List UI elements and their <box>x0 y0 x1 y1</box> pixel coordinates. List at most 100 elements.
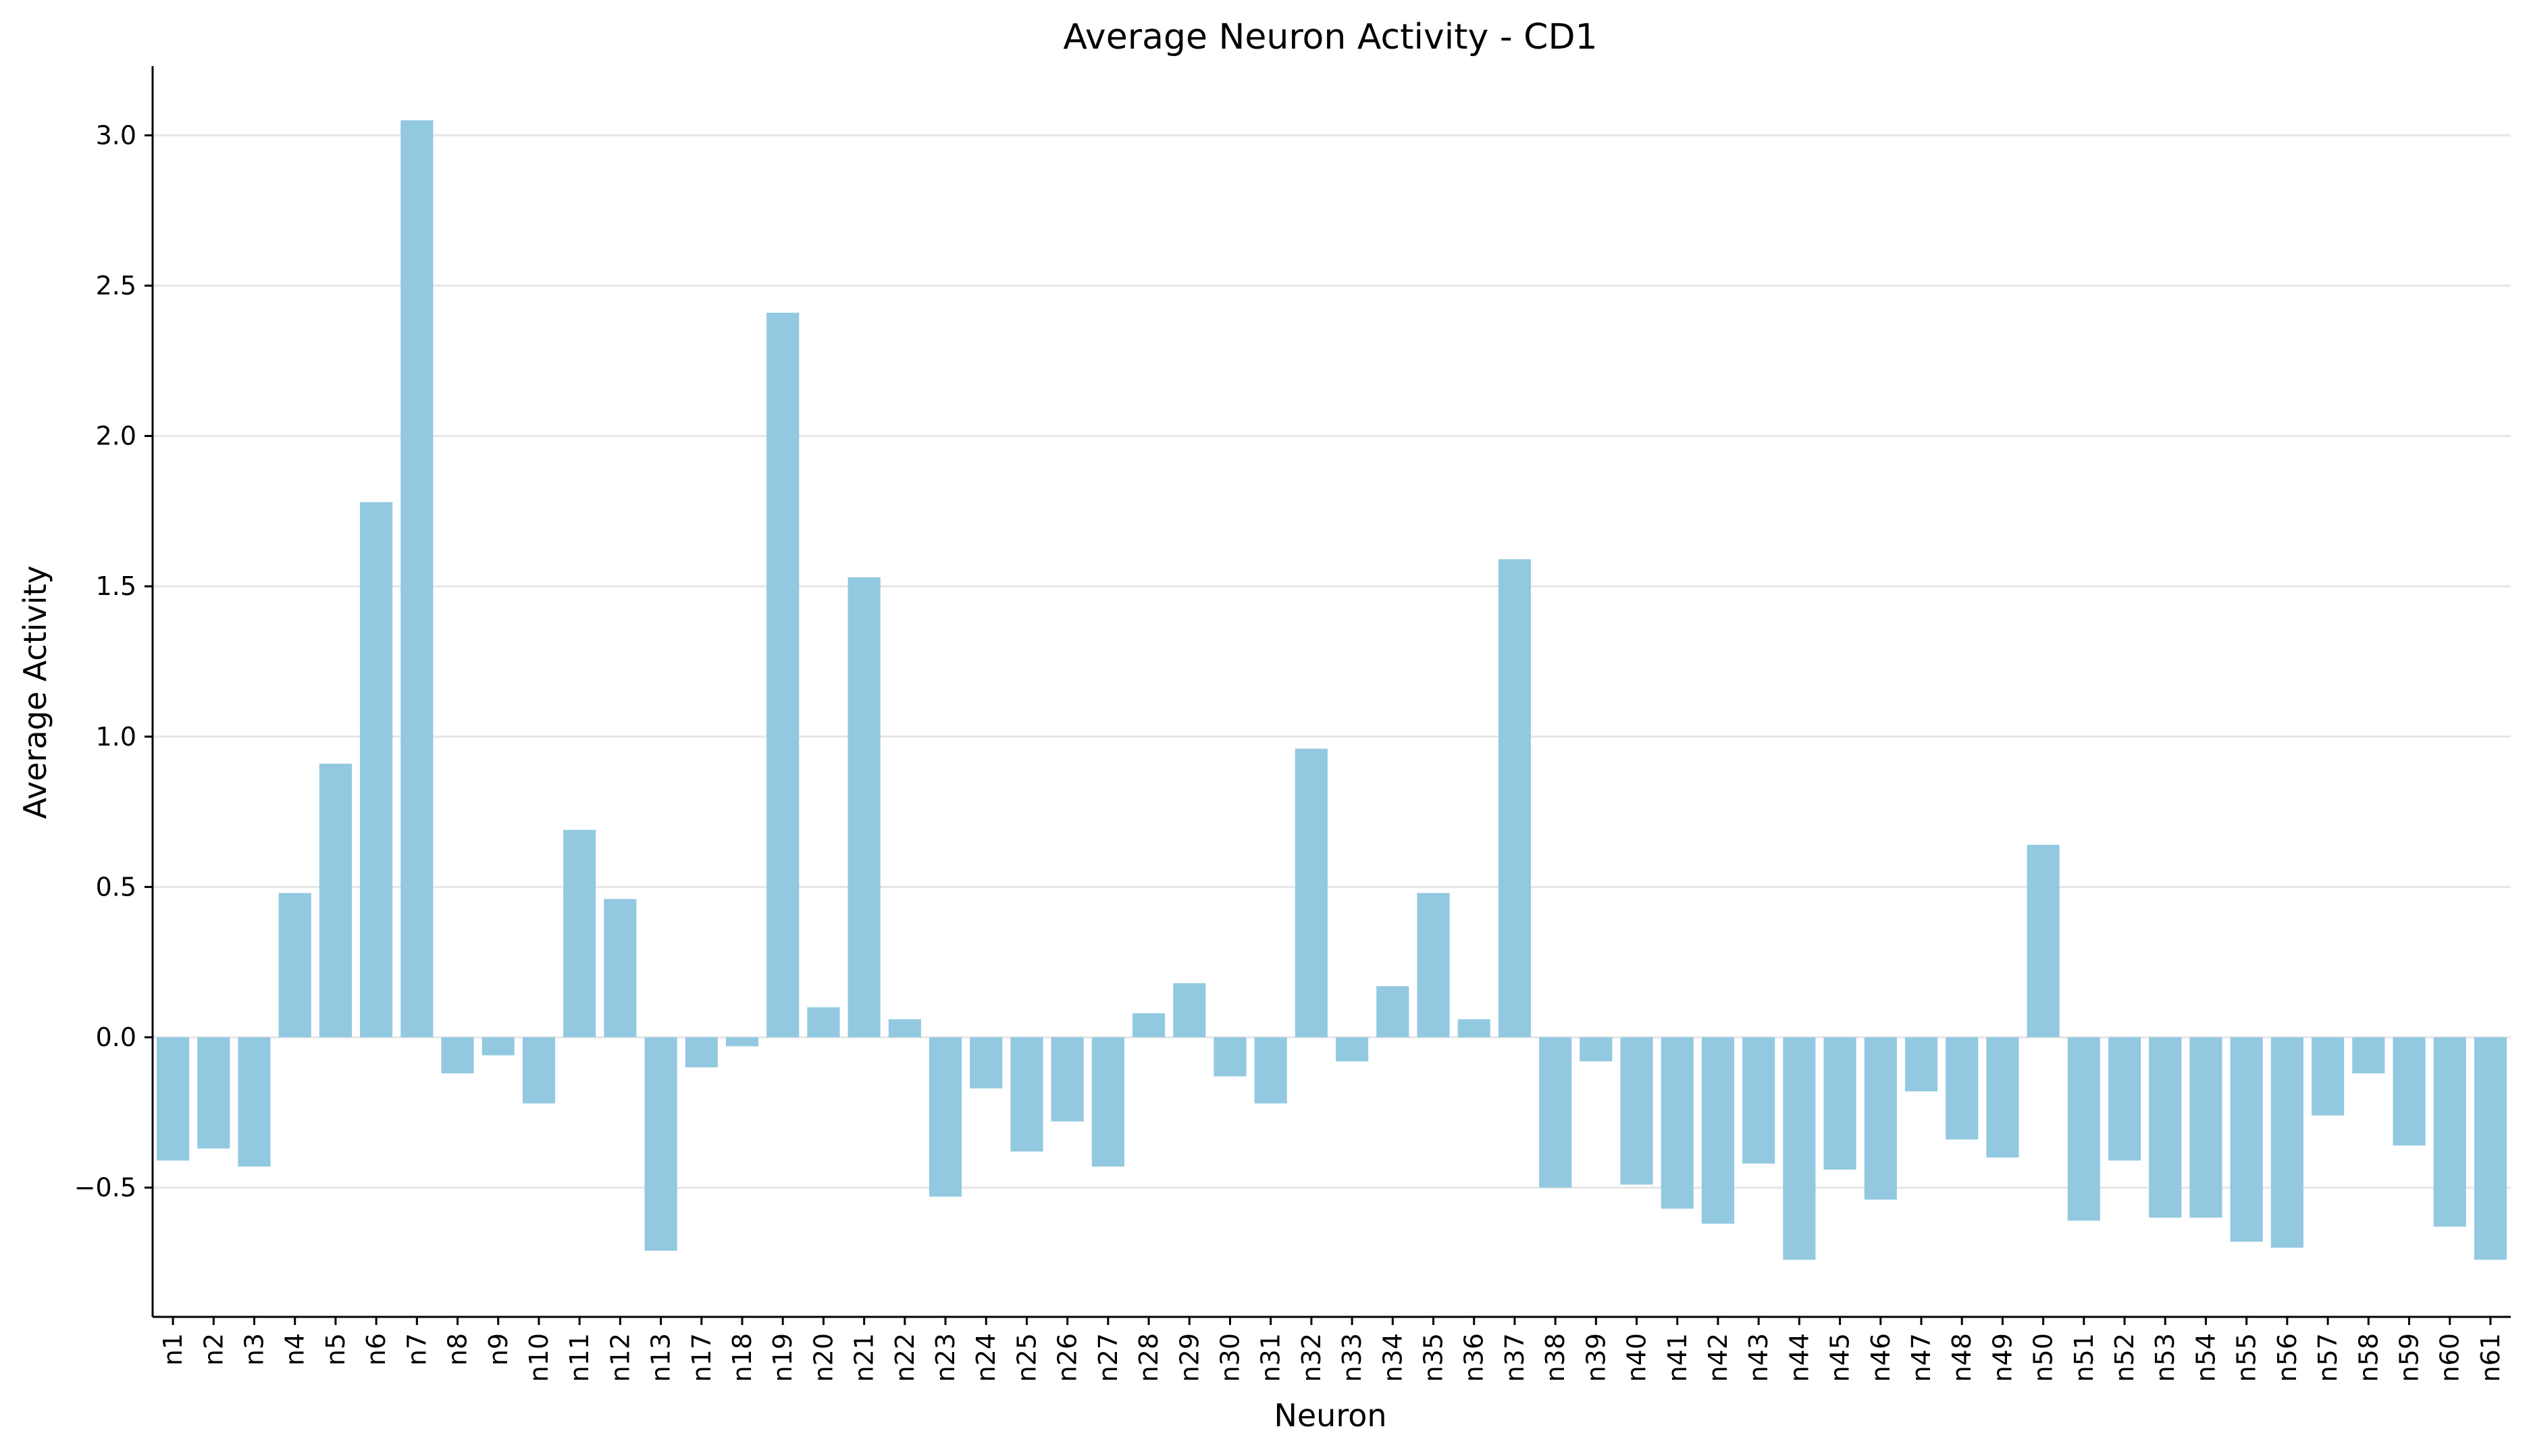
grid-lines <box>153 134 2511 1189</box>
x-tick-label: n60 <box>2435 1333 2465 1382</box>
bar-n1 <box>157 1037 190 1161</box>
bar-n43 <box>1742 1037 1775 1164</box>
x-tick-label: n58 <box>2353 1333 2383 1382</box>
bar-n5 <box>319 763 353 1037</box>
x-tick-label: n10 <box>524 1333 554 1382</box>
x-tick-label: n36 <box>1459 1333 1489 1382</box>
x-tick-label: n49 <box>1987 1333 2017 1382</box>
bar-n4 <box>278 893 311 1037</box>
x-tick-label: n57 <box>2313 1333 2343 1382</box>
bar-n22 <box>888 1019 921 1037</box>
x-tick-label: n61 <box>2476 1333 2505 1382</box>
y-tick-label: 2.5 <box>96 271 136 301</box>
bar-n10 <box>522 1037 556 1103</box>
x-tick-label: n11 <box>565 1333 594 1382</box>
bar-n13 <box>644 1037 677 1251</box>
x-tick-label: n5 <box>321 1333 350 1366</box>
x-tick-label: n7 <box>402 1333 432 1366</box>
bar-n39 <box>1580 1037 1613 1062</box>
bar-n27 <box>1091 1037 1124 1167</box>
bar-n55 <box>2230 1037 2263 1242</box>
bar-n6 <box>360 502 393 1037</box>
bar-n30 <box>1214 1037 1247 1076</box>
x-tick-label: n41 <box>1663 1333 1692 1382</box>
bar-n24 <box>970 1037 1003 1089</box>
bar-n41 <box>1661 1037 1694 1209</box>
bar-n26 <box>1051 1037 1084 1122</box>
x-tick-label: n39 <box>1581 1333 1611 1382</box>
bar-n28 <box>1132 1013 1166 1037</box>
x-tick-label: n25 <box>1012 1333 1041 1382</box>
x-tick-label: n24 <box>971 1333 1001 1382</box>
bar-n23 <box>929 1037 962 1197</box>
bar-n45 <box>1823 1037 1856 1170</box>
chart-title: Average Neuron Activity - CD1 <box>1063 17 1597 57</box>
x-tick-label: n32 <box>1297 1333 1326 1382</box>
x-tick-label: n59 <box>2394 1333 2424 1382</box>
bar-n60 <box>2433 1037 2466 1227</box>
bar-n47 <box>1904 1037 1938 1092</box>
x-tick-label: n45 <box>1825 1333 1855 1382</box>
x-tick-label: n2 <box>199 1333 228 1366</box>
bar-n35 <box>1417 893 1450 1037</box>
x-tick-label: n33 <box>1337 1333 1367 1382</box>
bar-n57 <box>2311 1037 2345 1116</box>
bar-n51 <box>2067 1037 2100 1221</box>
x-tick-label: n8 <box>443 1333 473 1366</box>
bar-n52 <box>2108 1037 2141 1161</box>
x-tick-label: n43 <box>1744 1333 1773 1382</box>
x-tick-label: n42 <box>1703 1333 1733 1382</box>
x-tick-label: n26 <box>1053 1333 1083 1382</box>
x-tick-label: n3 <box>240 1333 269 1366</box>
bar-n8 <box>441 1037 474 1074</box>
y-tick-label: 0.5 <box>96 872 136 902</box>
bar-n20 <box>807 1007 840 1037</box>
x-tick-label: n6 <box>361 1333 391 1366</box>
bar-n42 <box>1701 1037 1735 1224</box>
x-tick-label: n54 <box>2191 1333 2220 1382</box>
x-tick-label: n19 <box>768 1333 798 1382</box>
bar-n25 <box>1010 1037 1043 1152</box>
bars <box>157 120 2507 1260</box>
x-ticks: n1 n2 n3 n4 n5 n6 n7 n8 n9 n10 n11 n12 n13 n17 n18 n19 n… <box>158 1317 2505 1382</box>
x-tick-label: n40 <box>1622 1333 1652 1382</box>
bar-n58 <box>2352 1037 2385 1074</box>
bar-n34 <box>1376 986 1409 1037</box>
x-tick-label: n46 <box>1866 1333 1896 1382</box>
bar-n33 <box>1336 1037 1369 1062</box>
bar-n37 <box>1498 559 1532 1037</box>
x-tick-label: n21 <box>850 1333 879 1382</box>
x-tick-label: n53 <box>2150 1333 2180 1382</box>
y-ticks: −0.5 0.0 0.5 1.0 1.5 2.0 2.5 3.0 <box>74 120 153 1203</box>
x-tick-label: n4 <box>280 1333 310 1366</box>
bar-n7 <box>400 120 434 1037</box>
x-tick-label: n52 <box>2110 1333 2139 1382</box>
x-tick-label: n56 <box>2272 1333 2302 1382</box>
x-tick-label: n48 <box>1947 1333 1977 1382</box>
x-tick-label: n47 <box>1906 1333 1936 1382</box>
x-tick-label: n38 <box>1540 1333 1570 1382</box>
x-tick-label: n55 <box>2232 1333 2262 1382</box>
bar-n44 <box>1783 1037 1816 1260</box>
bar-n3 <box>238 1037 271 1167</box>
bar-n12 <box>604 899 637 1037</box>
bar-n36 <box>1457 1019 1490 1037</box>
x-tick-label: n28 <box>1134 1333 1164 1382</box>
x-tick-label: n12 <box>605 1333 635 1382</box>
x-tick-label: n9 <box>484 1333 513 1366</box>
bar-n49 <box>1986 1037 2019 1158</box>
bar-n50 <box>2027 845 2060 1037</box>
y-tick-label: −0.5 <box>74 1173 136 1203</box>
x-tick-label: n27 <box>1093 1333 1123 1382</box>
y-tick-label: 2.0 <box>96 421 136 451</box>
bar-n38 <box>1539 1037 1572 1188</box>
bar-n61 <box>2474 1037 2507 1260</box>
x-tick-label: n44 <box>1784 1333 1814 1382</box>
y-tick-label: 1.0 <box>96 722 136 752</box>
bar-n48 <box>1946 1037 1979 1140</box>
axes <box>151 66 2511 1318</box>
x-tick-label: n51 <box>2069 1333 2099 1382</box>
y-tick-label: 0.0 <box>96 1022 136 1052</box>
bar-n31 <box>1254 1037 1287 1103</box>
